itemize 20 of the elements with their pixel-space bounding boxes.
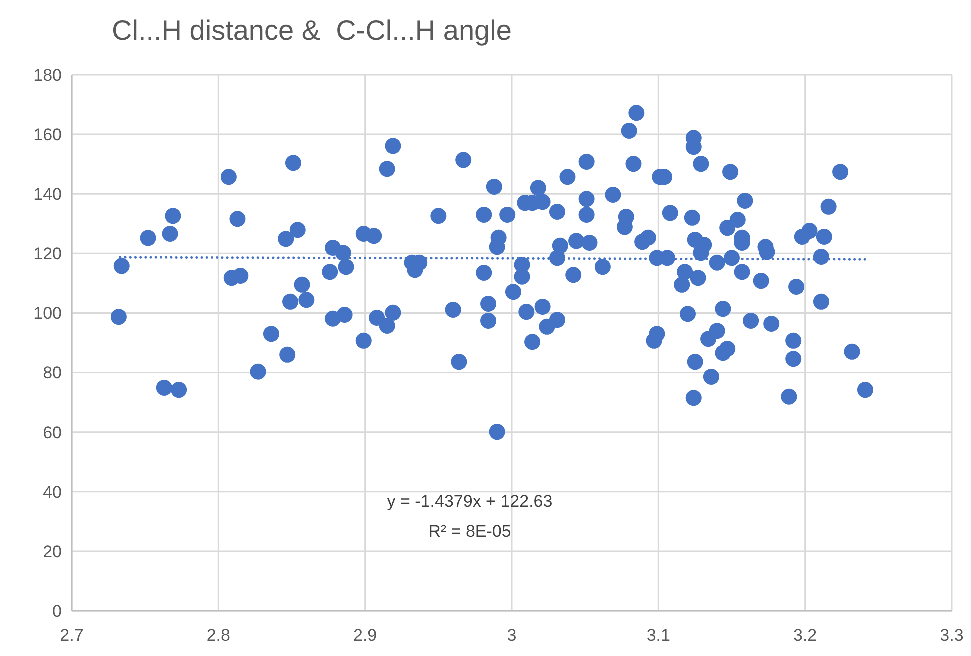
y-tick-label: 20: [43, 542, 62, 562]
annotation: R² = 8E-05: [428, 522, 512, 541]
y-tick-label: 80: [43, 364, 62, 383]
x-tick-label: 3: [507, 626, 517, 645]
x-tick-label: 3.2: [794, 626, 818, 645]
y-tick-label: 140: [34, 185, 62, 204]
y-tick-label: 40: [43, 482, 62, 502]
y-tick-label: 100: [34, 304, 62, 324]
y-tick-label: 160: [34, 126, 62, 145]
y-tick-label: 120: [34, 244, 62, 264]
x-tick-label: 2.8: [206, 626, 230, 645]
y-tick-label: 180: [34, 66, 62, 85]
y-tick-label: 0: [52, 602, 62, 621]
x-tick-label: 2.7: [60, 626, 84, 645]
x-tick-label: 2.9: [354, 626, 378, 645]
x-tick-label: 3.3: [940, 626, 964, 645]
y-tick-label: 60: [43, 423, 62, 442]
x-tick-label: 3.1: [646, 626, 670, 645]
chart-title: Cl...H distance & C-Cl...H angle: [112, 15, 512, 46]
annotation: y = -1.4379x + 122.63: [387, 492, 553, 511]
